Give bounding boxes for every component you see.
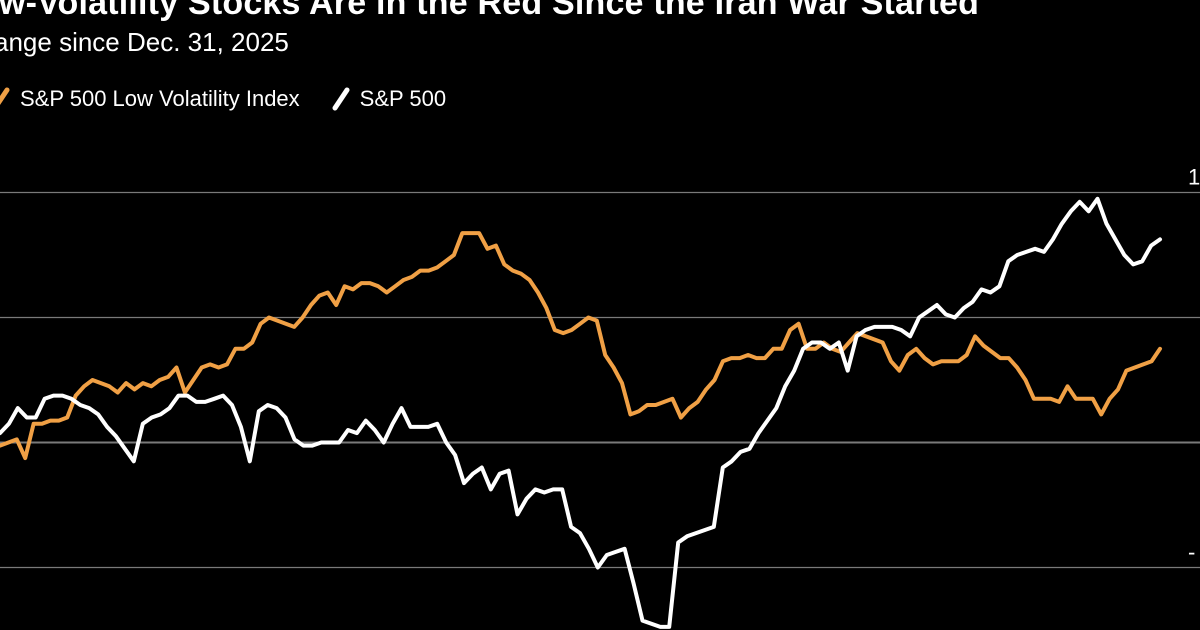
legend-label-sp500: S&P 500 bbox=[359, 86, 447, 111]
legend-item-sp500: S&P 500 bbox=[332, 86, 446, 112]
y-tick-label-3: 1 bbox=[1188, 165, 1200, 190]
series-line-low-volatility bbox=[0, 231, 1162, 461]
legend-swatch-low-volatility-icon bbox=[0, 87, 10, 106]
chart-title: ow-Volatility Stocks Are in the Red Sinc… bbox=[0, 0, 980, 22]
series-line-sp500 bbox=[0, 196, 1162, 629]
series-lines bbox=[0, 196, 1162, 629]
legend-label-low-volatility: S&P 500 Low Volatility Index bbox=[20, 86, 300, 111]
legend-swatch-sp500-icon bbox=[332, 87, 350, 111]
y-tick-label-0: - bbox=[1188, 540, 1195, 565]
legend: S&P 500 Low Volatility Index S&P 500 bbox=[0, 86, 446, 112]
chart-subtitle: ange since Dec. 31, 2025 bbox=[0, 27, 289, 57]
legend-item-low-volatility: S&P 500 Low Volatility Index bbox=[0, 86, 300, 112]
y-axis-tick-labels: -1 bbox=[1188, 165, 1200, 565]
